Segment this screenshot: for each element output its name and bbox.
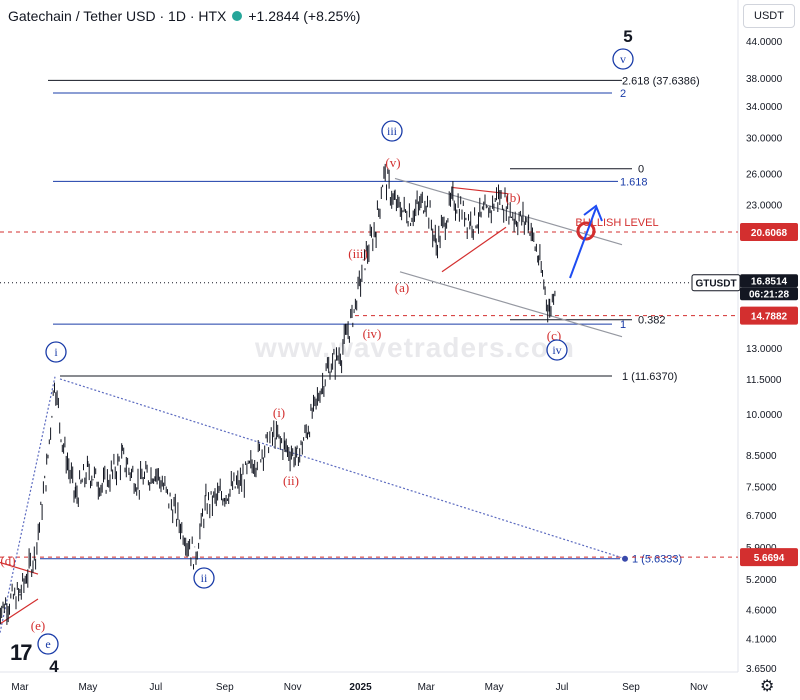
y-tick-label-1: 38.0000 <box>746 74 783 85</box>
y-tick-label-5: 23.0000 <box>746 200 783 211</box>
wave-label-12: (ii) <box>283 473 299 488</box>
wave-circle-9 <box>546 339 568 361</box>
x-tick-label-1: May <box>78 682 97 693</box>
price-tag-1: GTUSDT <box>695 279 736 290</box>
wave-circle-2 <box>381 120 403 142</box>
wave-label-17: 4 <box>49 657 59 676</box>
y-tick-label-3: 30.0000 <box>746 133 783 144</box>
wave-label-9: iv <box>552 343 561 357</box>
level-label-2: 0 <box>638 164 644 176</box>
wave-label-1: v <box>620 52 626 66</box>
level-label-3: 1.618 <box>620 176 648 188</box>
wave-label-11: (i) <box>273 405 285 420</box>
x-tick-label-8: Jul <box>556 682 569 693</box>
price-tag-4: 14.7882 <box>751 312 788 323</box>
y-tick-label-8: 13.0000 <box>746 344 783 355</box>
price-tag-bg-3 <box>740 287 798 301</box>
wave-label-8: (c) <box>547 328 561 343</box>
level-label-5: 1 <box>620 319 626 331</box>
wave-circle-13 <box>193 567 215 589</box>
gear-icon[interactable]: ⚙ <box>760 678 775 695</box>
wave-label-10: i <box>54 345 58 359</box>
wave-label-13: ii <box>201 571 208 585</box>
wave-label-15: (e) <box>31 618 45 633</box>
wave-circle-1 <box>612 48 634 70</box>
level-label-6: 1 (11.6370) <box>622 371 677 383</box>
price-tag-bg-0 <box>740 223 798 242</box>
red-wedge-lower <box>441 226 507 273</box>
currency-selector[interactable]: USDT <box>743 4 795 28</box>
level-label-0: 2.618 (37.6386) <box>622 75 700 87</box>
level-label-7: 1 (5.6333) <box>632 554 682 566</box>
price-tag-5: 5.6694 <box>754 553 785 564</box>
y-tick-label-10: 10.0000 <box>746 410 783 421</box>
x-tick-label-3: Sep <box>216 682 234 693</box>
y-tick-label-0: 44.0000 <box>746 37 783 48</box>
y-tick-label-18: 3.6500 <box>746 664 777 675</box>
x-tick-label-2: Jul <box>149 682 162 693</box>
price-tag-3: 06:21:28 <box>749 290 789 301</box>
watermark: www.wavetraders.com <box>255 332 575 363</box>
wave-circle-10 <box>45 341 67 363</box>
y-tick-label-9: 11.5000 <box>746 375 782 386</box>
wave-label-18: BULLISH LEVEL <box>575 217 658 229</box>
level-end-marker <box>621 554 629 563</box>
wave-label-0: 5 <box>623 27 632 46</box>
bullish-marker-circle <box>576 221 596 241</box>
level-label-1: 2 <box>620 88 626 100</box>
up-arrow-head <box>583 204 603 222</box>
channel-lower-line <box>399 271 623 338</box>
wave-label-3: (v) <box>385 155 400 170</box>
wave-label-6: (a) <box>395 280 409 295</box>
wave-label-5: (iii) <box>348 246 368 261</box>
y-tick-label-4: 26.0000 <box>746 170 783 181</box>
price-tag-bg-4 <box>740 306 798 325</box>
y-tick-label-2: 34.0000 <box>746 102 783 113</box>
wave-label-14: (d) <box>0 553 15 568</box>
price-change: +1.2844 (+8.25%) <box>248 8 361 24</box>
wave-label-7: (iv) <box>363 326 382 341</box>
price-tag-bg-2 <box>740 274 798 288</box>
circle-dot-icon <box>232 11 243 21</box>
y-tick-label-15: 5.2000 <box>746 575 777 586</box>
red-wedge-left <box>0 598 39 625</box>
x-tick-label-5: 2025 <box>349 682 372 693</box>
x-tick-label-10: Nov <box>690 682 708 693</box>
chart-header: Gatechain / Tether USD · 1D · HTX +1.284… <box>8 6 360 26</box>
x-tick-label-6: Mar <box>418 682 436 693</box>
price-tag-bg-5 <box>740 548 798 567</box>
trendline-e-to-i <box>0 376 56 633</box>
x-tick-label-9: Sep <box>622 682 640 693</box>
y-tick-label-16: 4.6000 <box>746 606 777 617</box>
x-tick-label-7: May <box>485 682 504 693</box>
wave-label-4: (b) <box>505 190 520 205</box>
price-tag-2: 16.8514 <box>751 277 788 288</box>
wave-circle-16 <box>37 633 59 655</box>
symbol-title[interactable]: Gatechain / Tether USD · 1D · HTX <box>8 8 227 24</box>
level-label-4: 0.382 <box>638 315 666 327</box>
wave-label-16: e <box>45 637 50 651</box>
price-tag-0: 20.6068 <box>751 228 788 239</box>
y-tick-label-12: 7.5000 <box>746 483 777 494</box>
y-tick-label-17: 4.1000 <box>746 635 777 646</box>
x-tick-label-4: Nov <box>284 682 302 693</box>
channel-upper-line <box>394 177 623 246</box>
y-tick-label-13: 6.7000 <box>746 511 777 522</box>
price-series <box>0 163 556 625</box>
wave-label-2: iii <box>387 124 398 138</box>
y-tick-label-11: 8.5000 <box>746 451 777 462</box>
x-tick-label-0: Mar <box>11 682 29 693</box>
trendline-i-to-ii <box>59 378 626 560</box>
tradingview-logo-icon: 17 <box>10 640 33 665</box>
up-arrow-line <box>569 207 597 279</box>
